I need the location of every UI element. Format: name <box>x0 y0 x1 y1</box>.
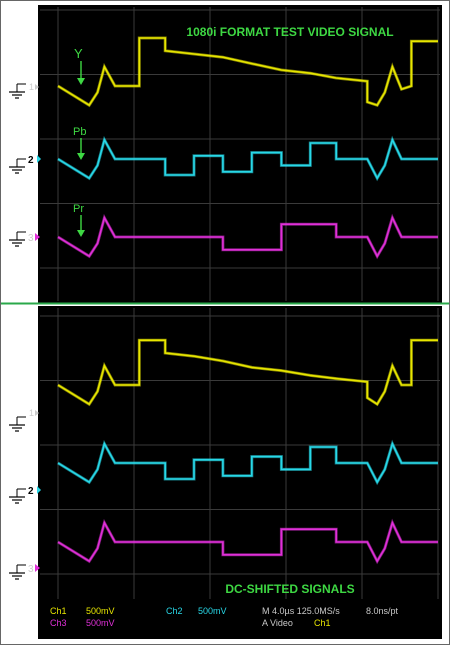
trace-ch1 <box>57 339 438 406</box>
status-trigger-source: Ch1 <box>314 618 331 628</box>
status-resolution: 8.0ns/pt <box>366 606 399 616</box>
top-marker-2: 2 <box>28 155 34 166</box>
annotation-pr-label: Pr <box>73 203 84 215</box>
bottom-panel-title: DC-SHIFTED SIGNALS <box>225 582 354 596</box>
status-timebase: M 4.0µs 125.0MS/s <box>262 606 340 616</box>
bottom-marker-1: 1 <box>29 408 34 418</box>
annotation-pb-label: Pb <box>73 126 86 138</box>
bottom-marker-2: 2 <box>28 486 34 497</box>
annotation-pr: Pr <box>73 203 85 237</box>
top-marker-1: 1 <box>29 82 34 92</box>
status-bar <box>38 601 442 639</box>
top-marker-1-arrow <box>35 84 39 90</box>
top-marker-2-arrow <box>37 155 41 163</box>
top-screen <box>38 5 442 303</box>
ground-icon <box>9 416 26 432</box>
trace-ch2 <box>57 441 438 484</box>
top-marker-3: 3 <box>28 233 34 244</box>
annotation-pb: Pb <box>73 126 86 160</box>
trace-pr <box>57 215 438 258</box>
status-ch3-scale: 500mV <box>86 618 115 628</box>
annotation-y: Y <box>74 46 85 85</box>
bottom-marker-3: 3 <box>28 564 34 575</box>
status-ch1-scale: 500mV <box>86 606 115 616</box>
annotation-pb-arrowhead <box>77 153 85 160</box>
ground-icon <box>9 231 26 247</box>
ground-icon <box>9 158 26 174</box>
bottom-marker-1-arrow <box>35 410 39 416</box>
traces-bottom <box>57 338 438 565</box>
top-marker-2-box <box>26 153 37 165</box>
traces-top <box>57 36 438 260</box>
bottom-screen <box>38 306 442 601</box>
status-ch2-scale: 500mV <box>198 606 227 616</box>
trace-y <box>57 37 438 107</box>
ground-icon <box>9 564 26 580</box>
bottom-marker-2-box <box>26 484 37 496</box>
top-channel-markers: 1 2 3 <box>26 82 41 244</box>
annotation-y-arrowhead <box>77 78 85 85</box>
trace-ch3 <box>57 520 438 563</box>
ground-icon <box>9 83 26 99</box>
annotation-y-label: Y <box>74 46 83 61</box>
bottom-marker-3-arrow <box>35 564 40 572</box>
status-readout: Ch1 500mV Ch3 500mV Ch2 500mV M 4.0µs 12… <box>50 606 399 628</box>
top-panel-title: 1080i FORMAT TEST VIDEO SIGNAL <box>186 25 393 39</box>
status-ch2: Ch2 <box>166 606 183 616</box>
annotation-pr-arrowhead <box>77 230 85 237</box>
status-ch1: Ch1 <box>50 606 67 616</box>
bottom-channel-markers: 1 2 3 <box>26 408 41 575</box>
top-marker-3-arrow <box>35 233 40 241</box>
trace-pb <box>57 137 438 180</box>
status-trigger: A Video <box>262 618 293 628</box>
status-ch3: Ch3 <box>50 618 67 628</box>
bottom-marker-2-arrow <box>37 486 41 494</box>
ground-markers <box>9 83 26 580</box>
ground-icon <box>9 488 26 504</box>
